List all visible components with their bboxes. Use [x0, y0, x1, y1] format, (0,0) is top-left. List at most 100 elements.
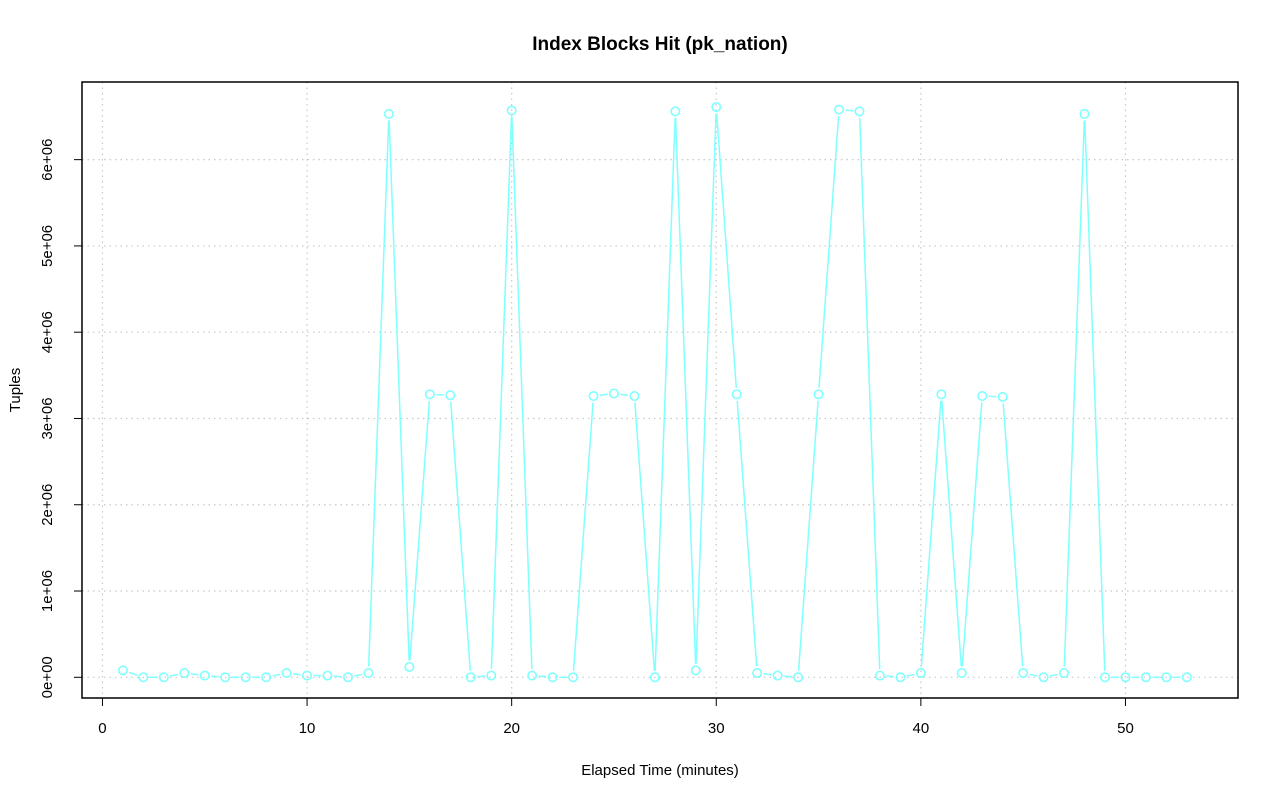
y-tick-label: 6e+06 [39, 139, 56, 181]
series-line-segment [941, 400, 963, 667]
data-point [588, 391, 599, 402]
series-line-segment [674, 117, 697, 664]
data-point [465, 672, 476, 683]
x-axis: 0 10 20 30 40 50 [98, 698, 1134, 737]
data-point [158, 672, 169, 683]
data-point [834, 104, 845, 115]
data-point [793, 672, 804, 683]
data-point [772, 670, 783, 681]
data-point [506, 105, 517, 116]
series-line-segment [450, 401, 472, 671]
data-point [997, 391, 1008, 402]
series-line-segment [886, 675, 894, 678]
data-point [629, 391, 640, 402]
series-line-segment [409, 400, 431, 661]
data-point [547, 672, 558, 683]
series-line-segment [511, 116, 533, 670]
y-axis: 0e+00 1e+06 2e+06 3e+06 4e+06 5e+06 6e+06 [39, 139, 82, 698]
data-point [363, 667, 374, 678]
data-point [977, 391, 988, 402]
series-line-segment [170, 673, 179, 677]
data-point [711, 102, 722, 113]
data-point [1120, 672, 1131, 683]
data-point [608, 388, 619, 399]
series-line-segment [634, 402, 656, 671]
x-tick-label: 30 [708, 720, 725, 737]
data-point [1059, 667, 1070, 678]
series-line-segment [190, 673, 199, 676]
series-line-segment [572, 402, 594, 671]
data-point [240, 672, 251, 683]
data-point [302, 670, 313, 681]
series-line-segment [128, 671, 138, 676]
data-point [1038, 672, 1049, 683]
data-point [322, 670, 333, 681]
series-line-segment [388, 120, 410, 661]
series-line-segment [1084, 120, 1106, 671]
series-line-segment [1049, 673, 1058, 677]
data-point [261, 672, 272, 683]
series-line-segment [367, 120, 390, 667]
data-point [813, 389, 824, 400]
data-point [138, 672, 149, 683]
data-point [1140, 672, 1151, 683]
data-point [895, 672, 906, 683]
data-point [874, 670, 885, 681]
data-point [1161, 672, 1172, 683]
data-point [424, 389, 435, 400]
series-line-segment [477, 675, 485, 678]
x-tick-label: 0 [98, 720, 106, 737]
data-point [854, 106, 865, 117]
series-line-segment [599, 393, 608, 396]
data-point [1018, 667, 1029, 678]
data-series [117, 102, 1192, 683]
series-line-segment [354, 673, 363, 677]
y-tick-label: 3e+06 [39, 397, 56, 439]
series-line-segment [333, 675, 342, 678]
series-line-segment [818, 116, 840, 388]
data-point [670, 106, 681, 117]
series-line-segment [654, 117, 676, 671]
y-tick-label: 5e+06 [39, 225, 56, 267]
data-point [404, 661, 415, 672]
data-point [220, 672, 231, 683]
series-line-segment [715, 113, 738, 388]
series-line-segment [858, 117, 881, 670]
series-line-segment [490, 116, 513, 670]
series-line-segment [272, 673, 281, 677]
series-line-segment [784, 675, 792, 678]
data-point [936, 389, 947, 400]
y-axis-label: Tuples [7, 368, 24, 412]
y-tick-label: 2e+06 [39, 484, 56, 526]
series-line-segment [538, 675, 547, 678]
chart-title: Index Blocks Hit (pk_nation) [532, 34, 787, 55]
y-tick-label: 0e+00 [39, 656, 56, 698]
data-point [752, 667, 763, 678]
data-point [956, 667, 967, 678]
x-tick-label: 40 [913, 720, 930, 737]
data-point [486, 670, 497, 681]
data-point [342, 672, 353, 683]
data-point [281, 667, 292, 678]
series-line-segment [695, 113, 717, 664]
grid [82, 82, 1238, 698]
data-point [1181, 672, 1192, 683]
data-point [731, 389, 742, 400]
series-line-segment [797, 400, 819, 671]
plot-frame [81, 81, 1239, 699]
x-tick-label: 50 [1117, 720, 1134, 737]
y-tick-label: 4e+06 [39, 311, 56, 353]
data-point [199, 670, 210, 681]
series-line-segment [906, 673, 915, 677]
y-tick-label: 1e+06 [39, 570, 56, 612]
data-point [527, 670, 538, 681]
x-axis-label: Elapsed Time (minutes) [581, 762, 739, 779]
series-line-segment [961, 402, 983, 667]
x-tick-label: 20 [503, 720, 520, 737]
series-line-segment [845, 109, 854, 112]
series-line-segment [763, 673, 772, 676]
data-point [383, 108, 394, 119]
data-point [690, 665, 701, 676]
series-line-segment [211, 675, 219, 678]
